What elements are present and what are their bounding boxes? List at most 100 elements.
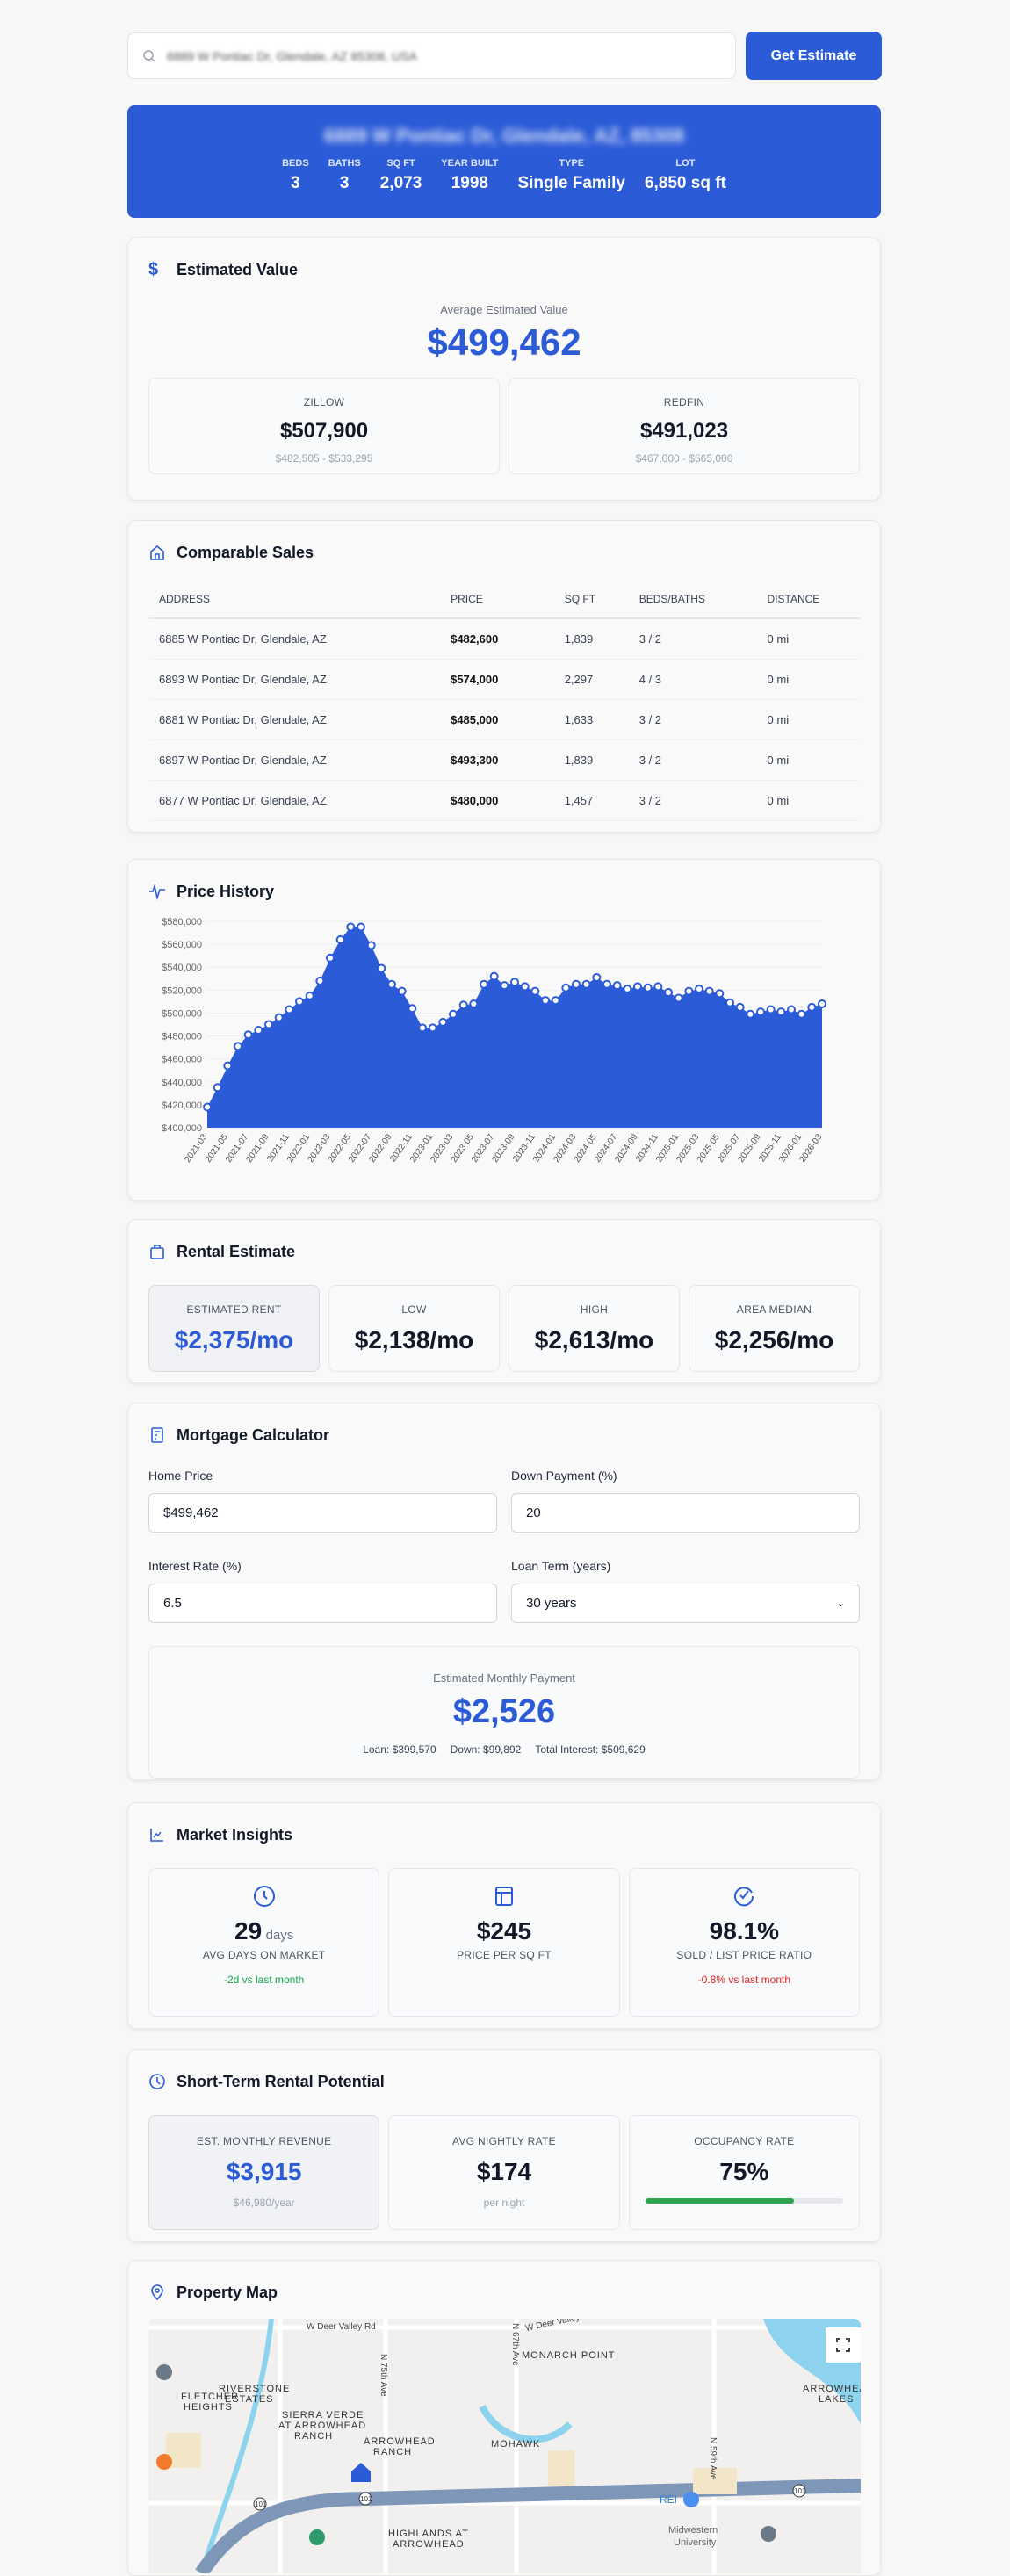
fullscreen-icon [836,2338,850,2352]
down-payment-input[interactable]: 20 [511,1493,860,1533]
map-label: MONARCH POINT [522,2350,616,2361]
price-history-chart: $400,000 $420,000 $440,000 $460,000 $480,000… [162,917,826,1165]
y-tick-label: $400,000 [162,1123,202,1134]
address-search-input[interactable]: 6889 W Pontiac Dr, Glendale, AZ 85308, U… [127,32,736,79]
check-circle-icon [734,1887,754,1907]
comp-sqft: 1,457 [553,780,629,821]
card-title: Market Insights [177,1825,293,1844]
data-point [213,1083,222,1093]
stat-type: TYPE Single Family [517,158,625,192]
y-tick-label: $520,000 [162,985,202,996]
y-tick-label: $580,000 [162,917,202,927]
data-point [295,997,304,1007]
comp-beds-baths: 3 / 2 [628,699,757,740]
total-interest: Total Interest: $509,629 [535,1743,646,1756]
data-point [643,983,653,992]
price-area [207,927,822,1128]
map-label: SIERRA VERDE [282,2410,364,2421]
y-tick-label: $440,000 [162,1078,202,1088]
col-sqft: SQ FT [553,584,629,619]
map-label: 101 [794,2487,806,2495]
fullscreen-button[interactable] [826,2327,861,2363]
str-nightly-rate: AVG NIGHTLY RATE $174 per night [388,2115,620,2230]
home-price-input[interactable]: $499,462 [148,1493,497,1533]
y-tick-label: $540,000 [162,963,202,973]
card-title: Short-Term Rental Potential [177,2072,385,2090]
comp-distance: 0 mi [756,618,860,660]
map-label: ARROWHEAD [803,2384,861,2394]
data-point [480,979,488,989]
map-label: N 75th Ave [379,2354,388,2397]
comp-row: 6885 W Pontiac Dr, Glendale, AZ $482,600 1… [148,618,860,660]
data-point [274,1013,284,1022]
chevron-down-icon: ⌄ [836,1598,845,1609]
map-label: N 67th Ave [510,2323,520,2366]
data-point [357,922,365,932]
market-insights-card: Market Insights 29 days AVG DAYS ON MARK… [127,1802,881,2029]
comparable-sales-card: Comparable Sales ADDRESS PRICE SQ FT BEDS/B… [127,520,881,833]
data-point [633,982,642,992]
comp-sqft: 1,839 [553,740,629,781]
map-label: ARROWHEAD [364,2436,436,2447]
data-point [243,1030,253,1040]
comp-price: $574,000 [440,659,554,700]
home-icon [150,545,164,560]
data-point [408,1004,417,1014]
data-point [756,1007,765,1017]
insight-price-per-sqft: $245 PRICE PER SQ FT [388,1868,620,2017]
map-label: 101 [360,2495,372,2503]
rent-estimated: ESTIMATED RENT $2,375/mo [148,1285,320,1372]
stat-baths: BATHS 3 [328,158,361,192]
comp-price: $482,600 [440,618,554,660]
data-point [264,1020,273,1029]
comp-sqft: 2,297 [553,659,629,700]
data-point [500,981,509,991]
get-estimate-button[interactable]: Get Estimate [746,32,882,80]
comp-beds-baths: 3 / 2 [628,740,757,781]
comp-row: 6893 W Pontiac Dr, Glendale, AZ $574,000 2… [148,659,860,700]
search-icon [143,49,155,62]
map-label: W Deer Valley Rd [307,2322,376,2332]
mortgage-calculator-card: Mortgage Calculator Home Price $499,462 D… [127,1403,881,1780]
data-point [684,986,694,996]
data-point [387,979,396,989]
data-point [541,996,550,1006]
map-label: ARROWHEAD [393,2539,465,2550]
data-point [766,1005,776,1014]
data-point [469,999,479,1008]
avg-value: $499,462 [427,321,581,363]
down-payment-label: Down Payment (%) [511,1468,617,1483]
dollar-icon: $ [148,259,159,279]
map-label: REI [660,2493,677,2506]
map-label: RANCH [373,2447,412,2457]
zillow-estimate: ZILLOW $507,900 $482,505 - $533,295 [148,378,500,474]
loan-term-select[interactable]: 30 years ⌄ [511,1584,860,1623]
map-view[interactable]: W Deer Valley Rd W Deer Valley Rd N 75th… [148,2319,861,2573]
data-point [326,953,335,963]
map-label: Midwestern [668,2525,718,2536]
data-point [254,1026,263,1035]
monthly-payment-result: Estimated Monthly Payment $2,526 Loan: $… [148,1646,860,1779]
interest-rate-input[interactable]: 6.5 [148,1584,497,1623]
data-point [561,983,571,992]
data-point [285,1005,294,1014]
map-label: RIVERSTONE [219,2384,290,2394]
data-point [572,979,581,989]
data-point [807,1002,817,1012]
data-point [602,979,611,989]
comp-beds-baths: 3 / 2 [628,618,757,660]
occupancy-progress-bar [645,2198,843,2204]
data-point [234,1042,242,1051]
property-map-card: Property Map W Deer Valley Rd W Deer Val… [127,2260,881,2576]
estimated-value-card: $ Estimated Value Average Estimated Value… [127,237,881,501]
map-label: HEIGHTS [184,2402,233,2413]
card-title: Property Map [177,2283,278,2301]
col-address: ADDRESS [148,584,441,619]
price-history-card: Price History $400,000 $420,000 $440,000 $4… [127,859,881,1201]
data-point [203,1102,212,1112]
data-point [623,985,632,994]
comp-address: 6893 W Pontiac Dr, Glendale, AZ [148,659,441,700]
y-tick-label: $500,000 [162,1008,202,1019]
data-point [489,971,499,981]
y-tick-label: $480,000 [162,1032,202,1043]
